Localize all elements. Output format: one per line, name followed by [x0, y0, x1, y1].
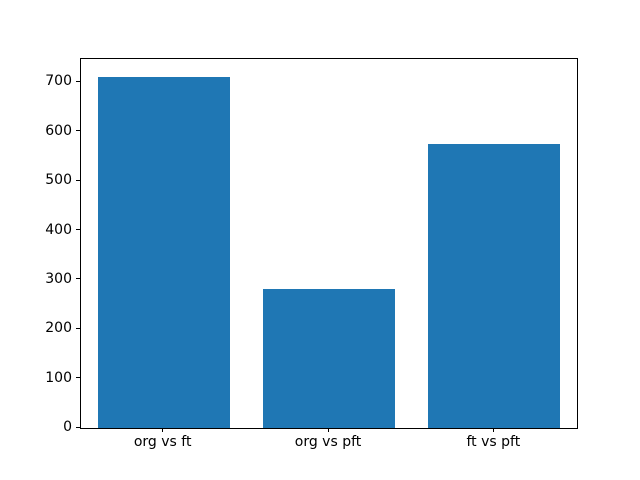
y-tick-mark [76, 130, 80, 132]
x-tick-mark [162, 428, 164, 432]
y-tick-label: 700 [45, 73, 72, 90]
y-tick-label: 300 [45, 270, 72, 287]
y-tick-mark [76, 278, 80, 280]
bar-ft-vs-pft [428, 143, 561, 428]
plot-area [80, 58, 578, 429]
y-tick-label: 100 [45, 369, 72, 386]
bar-org-vs-pft [262, 288, 396, 428]
y-tick-label: 0 [63, 419, 72, 435]
x-tick-label: org vs pft [294, 434, 362, 450]
y-tick-label: 400 [45, 221, 72, 238]
bar-org-vs-ft [97, 76, 230, 428]
y-tick-mark [76, 377, 80, 379]
y-tick-mark [76, 426, 80, 428]
y-tick-mark [76, 179, 80, 181]
y-tick-label: 500 [45, 172, 72, 189]
y-tick-mark [76, 229, 80, 231]
y-tick-label: 600 [45, 122, 72, 139]
y-tick-label: 200 [45, 320, 72, 337]
x-tick-mark [492, 428, 494, 432]
x-tick-mark [327, 428, 329, 432]
y-tick-mark [76, 327, 80, 329]
y-tick-mark [76, 80, 80, 82]
x-tick-label: ft vs pft [466, 434, 521, 450]
x-tick-label: org vs ft [133, 434, 192, 450]
